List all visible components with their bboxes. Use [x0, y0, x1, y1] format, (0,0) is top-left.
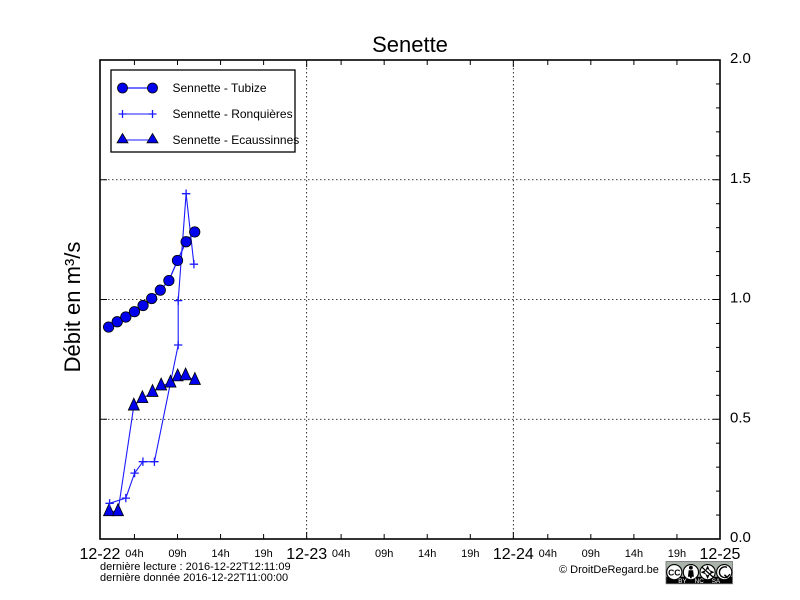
svg-text:2.0: 2.0 [730, 50, 751, 67]
svg-text:19h: 19h [668, 548, 686, 560]
svg-text:19h: 19h [254, 548, 272, 560]
svg-text:09h: 09h [582, 548, 600, 560]
svg-text:0.5: 0.5 [730, 409, 751, 426]
svg-text:CC: CC [668, 568, 680, 578]
svg-text:Sennette - Ronquières: Sennette - Ronquières [173, 107, 293, 121]
svg-text:09h: 09h [375, 548, 393, 560]
svg-text:14h: 14h [211, 548, 229, 560]
svg-text:04h: 04h [539, 548, 557, 560]
svg-text:12-25: 12-25 [700, 546, 741, 563]
svg-text:1.5: 1.5 [730, 170, 751, 187]
svg-text:SA: SA [712, 578, 721, 585]
svg-text:NC: NC [695, 578, 705, 585]
svg-text:dernière donnée 2016-12-22T11: dernière donnée 2016-12-22T11:00:00 [100, 572, 288, 584]
svg-text:12-24: 12-24 [493, 546, 534, 563]
svg-text:04h: 04h [332, 548, 350, 560]
svg-text:14h: 14h [625, 548, 643, 560]
svg-text:09h: 09h [168, 548, 186, 560]
svg-text:Débit en m³/s: Débit en m³/s [60, 242, 85, 373]
svg-text:Sennette - Ecaussinnes: Sennette - Ecaussinnes [173, 133, 300, 147]
svg-text:Sennette - Tubize: Sennette - Tubize [173, 81, 267, 95]
svg-text:19h: 19h [461, 548, 479, 560]
svg-text:1.0: 1.0 [730, 290, 751, 307]
svg-text:14h: 14h [418, 548, 436, 560]
svg-text:Senette: Senette [372, 32, 448, 57]
svg-text:© DroitDeRegard.be: © DroitDeRegard.be [559, 564, 659, 576]
svg-text:BY: BY [678, 578, 687, 585]
svg-text:04h: 04h [125, 548, 143, 560]
svg-text:12-23: 12-23 [286, 546, 327, 563]
svg-text:0.0: 0.0 [730, 529, 751, 546]
